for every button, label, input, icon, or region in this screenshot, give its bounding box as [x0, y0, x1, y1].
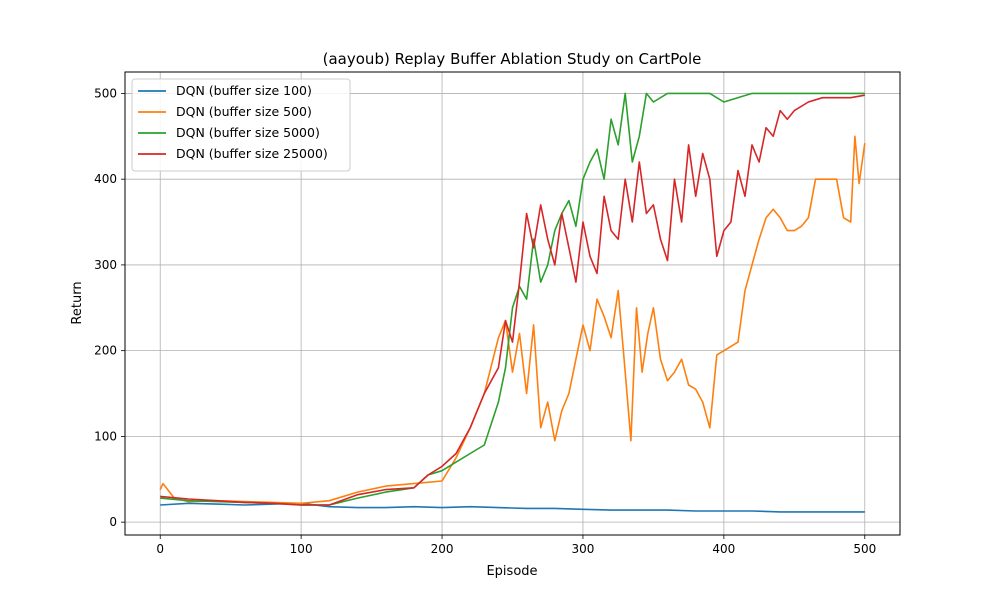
axes-frame: [124, 71, 901, 536]
chart-title: (aayoub) Replay Buffer Ablation Study on…: [323, 50, 702, 68]
y-tick-label: 400: [94, 172, 117, 186]
legend-label: DQN (buffer size 25000): [176, 146, 328, 161]
series-line-3: [160, 92, 865, 506]
legend-label: DQN (buffer size 100): [176, 83, 312, 98]
y-tick-label: 300: [94, 258, 117, 272]
y-tick-label: 200: [94, 344, 117, 358]
tick-labels: 0 100 200 300 400 500 0 100 200 300 400 500: [94, 86, 876, 556]
legend-box: [131, 78, 351, 172]
x-tick-label: 100: [290, 542, 313, 556]
x-tick-label: 400: [712, 542, 735, 556]
grid: [125, 72, 900, 535]
x-tick-label: 500: [853, 542, 876, 556]
series-lines: [159, 92, 866, 513]
legend-label: DQN (buffer size 500): [176, 104, 312, 119]
legend-label: DQN (buffer size 5000): [176, 125, 320, 140]
legend: DQN (buffer size 100) DQN (buffer size 50…: [131, 78, 351, 172]
y-tick-label: 0: [109, 515, 117, 529]
y-axis-label: Return: [70, 281, 85, 324]
y-tick-label: 500: [94, 86, 117, 100]
x-tick-label: 0: [156, 542, 164, 556]
y-tick-label: 100: [94, 429, 117, 443]
x-axis-label: Episode: [486, 564, 537, 579]
series-line-2: [159, 135, 866, 505]
x-tick-label: 300: [572, 542, 595, 556]
x-tick-label: 200: [431, 542, 454, 556]
series-line-4: [160, 94, 865, 506]
